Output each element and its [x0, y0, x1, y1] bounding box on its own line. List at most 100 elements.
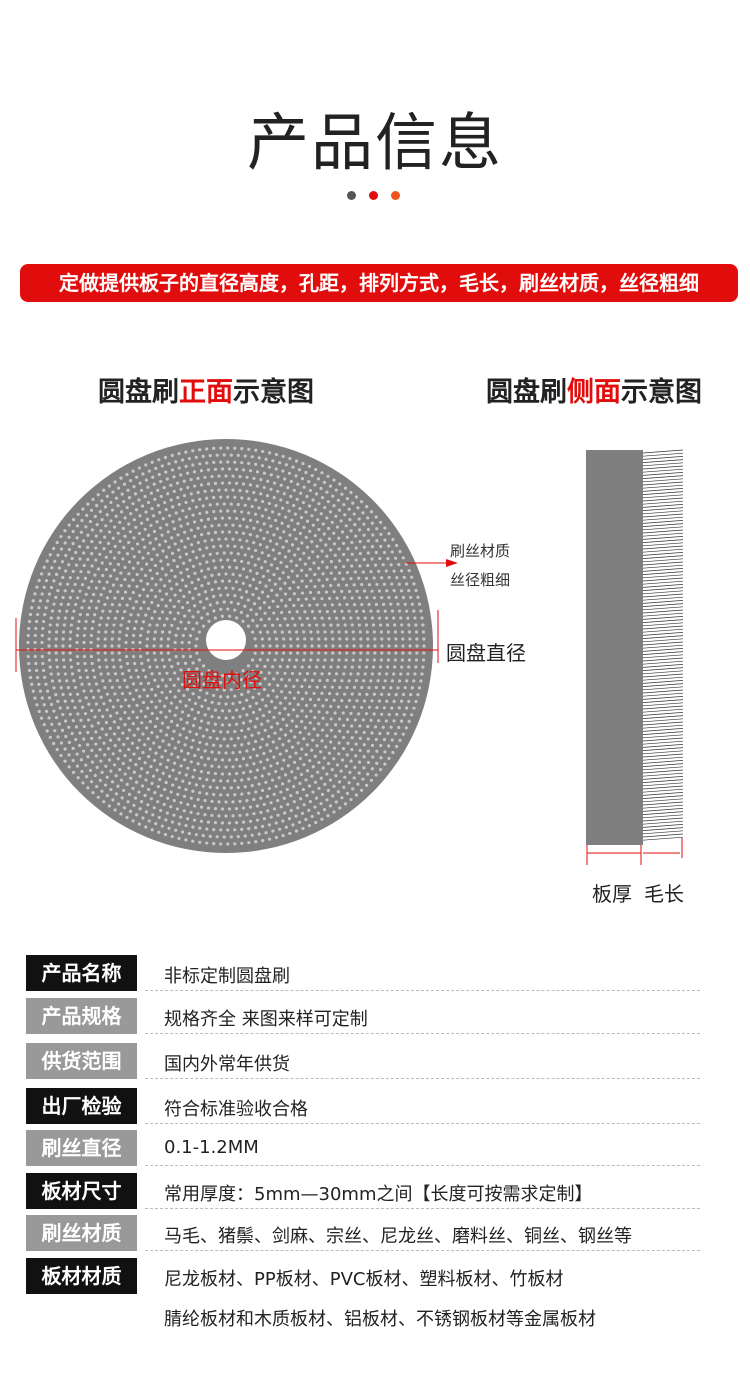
bristle-dot — [283, 617, 287, 621]
bristle-dot — [294, 724, 299, 729]
bristle-dot — [113, 692, 117, 696]
bristle-dot — [203, 475, 207, 479]
bristle-dot — [159, 559, 163, 563]
bristle-dot — [292, 603, 296, 608]
bristle-dot — [247, 497, 251, 501]
bristle-dot — [412, 609, 416, 613]
bristle-dot — [212, 509, 216, 514]
bristle-dot — [259, 492, 263, 496]
bristle-line — [642, 795, 684, 799]
bristle-dot — [312, 596, 316, 601]
bristle-dot — [42, 619, 46, 624]
bristle-dot — [324, 637, 328, 641]
bristle-dot — [57, 566, 61, 570]
bristle-dot — [342, 692, 347, 696]
bristle-dot — [412, 679, 416, 683]
bristle-dot — [192, 520, 197, 524]
bristle-dot — [224, 751, 228, 755]
bristle-dot — [82, 737, 86, 741]
bristle-line — [642, 545, 684, 550]
bristle-dot — [410, 602, 414, 606]
bristle-dot — [365, 630, 369, 634]
bristle-dot — [240, 461, 244, 465]
bristle-dot — [86, 743, 90, 747]
bristle-dot — [179, 487, 183, 491]
bristle-dot — [111, 798, 115, 802]
bristle-line — [642, 580, 684, 585]
bristle-dot — [226, 828, 230, 832]
bristle-dot — [199, 719, 204, 723]
bristle-dot — [155, 665, 159, 669]
bristle-line — [642, 798, 684, 803]
bristle-dot — [193, 534, 197, 538]
bristle-dot — [235, 672, 239, 676]
bristle-dot — [152, 529, 157, 534]
bristle-dot — [377, 699, 382, 703]
bristle-dot — [236, 453, 240, 457]
bristle-dot — [205, 447, 209, 451]
bristle-dot — [329, 740, 333, 744]
bristle-dot — [193, 586, 198, 591]
bristle-dot — [164, 684, 168, 688]
bristle-dot — [283, 696, 288, 700]
bristle-dot — [100, 727, 104, 731]
bristle-dot — [66, 582, 70, 586]
bristle-dot — [54, 716, 59, 720]
bristle-dot — [192, 470, 197, 474]
bristle-dot — [353, 570, 357, 574]
bristle-dot — [247, 461, 251, 466]
bristle-dot — [48, 553, 52, 557]
bristle-dot — [185, 600, 190, 605]
bristle-dot — [220, 467, 225, 471]
bristle-dot — [234, 481, 239, 485]
bristle-dot — [104, 720, 108, 725]
bristle-dot — [351, 658, 355, 662]
bristle-line — [642, 616, 684, 620]
bristle-dot — [170, 834, 174, 839]
bristle-dot — [127, 540, 131, 545]
bristle-dot — [176, 677, 180, 681]
bristle-dot — [350, 736, 354, 740]
bristle-dot — [325, 723, 329, 727]
bristle-dot — [303, 562, 307, 566]
bristle-dot — [385, 699, 389, 703]
decor-dot — [391, 191, 400, 200]
bristle-dot — [287, 509, 291, 513]
bristle-dot — [212, 778, 216, 783]
bristle-dot — [189, 528, 193, 532]
bristle-dot — [420, 616, 424, 620]
bristle-dot — [220, 674, 224, 678]
bristle-dot — [26, 633, 30, 638]
bristle-dot — [143, 743, 147, 747]
bristle-dot — [287, 549, 291, 553]
bristle-dot — [383, 679, 387, 683]
bristle-dot — [35, 703, 39, 707]
bristle-dot — [320, 560, 325, 564]
bristle-dot — [394, 637, 398, 641]
bristle-dot — [166, 725, 170, 730]
bristle-dot — [175, 565, 180, 569]
bristle-dot — [125, 506, 129, 510]
bristle-dot — [344, 630, 348, 634]
bristle-dot — [358, 748, 362, 753]
bristle-dot — [290, 719, 294, 723]
bristle-dot — [380, 576, 384, 580]
bristle-dot — [325, 565, 329, 569]
bristle-dot — [252, 762, 256, 766]
bristle-dot — [292, 800, 296, 804]
bristle-dot — [205, 461, 209, 465]
bristle-dot — [366, 637, 370, 641]
bristle-dot — [367, 583, 372, 587]
bristle-dot — [226, 793, 230, 797]
bristle-dot — [290, 671, 295, 676]
bristle-dot — [180, 640, 184, 645]
bristle-dot — [137, 531, 142, 536]
bristle-dot — [359, 644, 363, 648]
bristle-dot — [313, 805, 317, 809]
bristle-dot — [407, 658, 412, 662]
bristle-dot — [251, 618, 255, 623]
bristle-dot — [222, 688, 226, 692]
bristle-dot — [334, 723, 338, 727]
bristle-dot — [187, 620, 191, 625]
bristle-dot — [114, 496, 119, 500]
